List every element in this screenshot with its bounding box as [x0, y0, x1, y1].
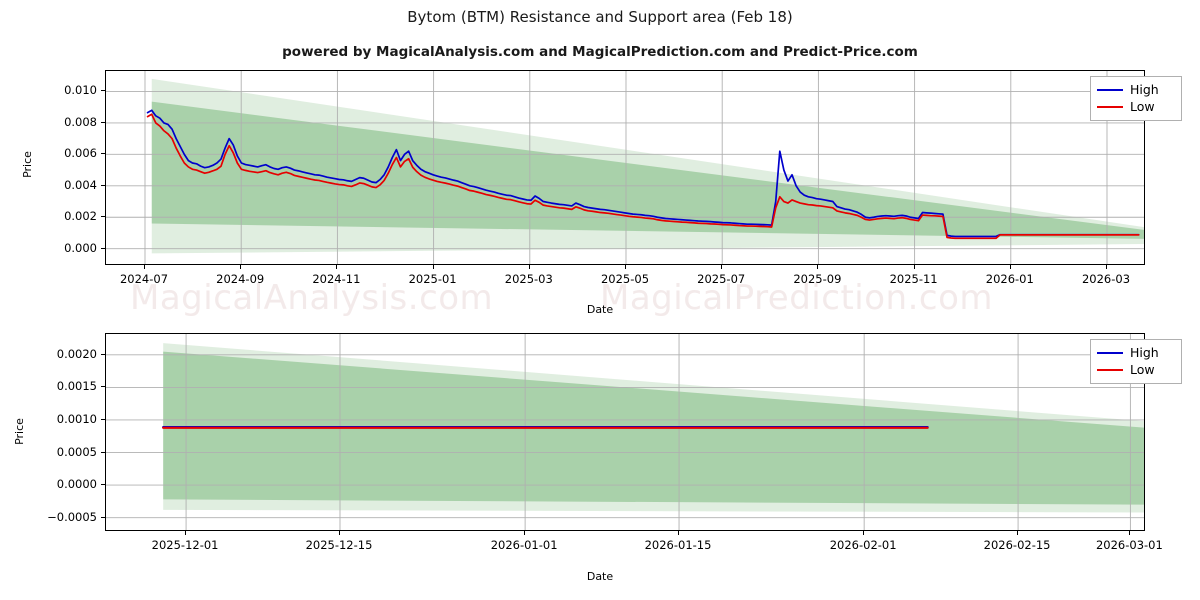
- y-axis-label-forecast: Price: [12, 418, 26, 445]
- x-tick-mark: [524, 531, 526, 535]
- x-tick-label: 2025-12-15: [305, 538, 373, 552]
- x-tick-label: 2024-07: [119, 272, 169, 286]
- legend-swatch-low: [1097, 368, 1123, 371]
- y-tick-label: 0.0010: [56, 411, 97, 426]
- y-tick-label: 0.008: [64, 114, 97, 129]
- y-tick-label: −0.0005: [47, 509, 97, 524]
- x-tick-label: 2025-12-01: [151, 538, 219, 552]
- x-tick-label: 2026-01-15: [644, 538, 712, 552]
- x-axis-label-forecast: Date: [586, 570, 614, 583]
- legend-item-high[interactable]: High: [1097, 81, 1174, 98]
- x-tick-mark: [913, 265, 915, 269]
- x-tick-label: 2025-05: [600, 272, 650, 286]
- legend-main[interactable]: High Low: [1090, 76, 1182, 121]
- y-tick-mark: [101, 386, 105, 388]
- legend-label: Low: [1130, 362, 1155, 377]
- legend-item-low[interactable]: Low: [1097, 98, 1174, 115]
- legend-swatch-high: [1097, 351, 1123, 354]
- plot-area-forecast: [105, 333, 1145, 531]
- x-tick-mark: [1009, 265, 1011, 269]
- x-tick-label: 2024-09: [216, 272, 265, 286]
- x-tick-label: 2026-03-01: [1095, 538, 1163, 552]
- x-tick-mark: [339, 531, 340, 535]
- legend-forecast[interactable]: High Low: [1090, 339, 1182, 384]
- x-tick-mark: [185, 531, 187, 535]
- y-tick-mark: [101, 121, 105, 123]
- y-tick-label: 0.0005: [56, 444, 97, 459]
- y-tick-mark: [101, 247, 105, 249]
- x-tick-mark: [1129, 531, 1131, 535]
- x-tick-label: 2025-11: [889, 272, 938, 286]
- x-tick-label: 2025-07: [697, 272, 746, 286]
- page-subtitle: powered by MagicalAnalysis.com and Magic…: [282, 44, 918, 60]
- y-tick-label: 0.002: [64, 209, 97, 224]
- series-line-high: [146, 109, 1140, 238]
- legend-label: High: [1130, 345, 1159, 360]
- x-tick-mark: [336, 265, 338, 269]
- y-tick-label: 0.000: [64, 240, 97, 255]
- y-tick-mark: [101, 90, 105, 92]
- legend-label: High: [1130, 82, 1159, 97]
- legend-swatch-high: [1097, 88, 1123, 91]
- plot-area-main: [105, 70, 1145, 265]
- legend-label: Low: [1130, 99, 1155, 114]
- x-tick-label: 2026-01: [985, 272, 1034, 286]
- x-tick-label: 2025-09: [793, 272, 842, 286]
- band-inner-resistance-support: [151, 101, 1144, 239]
- x-tick-mark: [432, 265, 434, 269]
- page-title: Bytom (BTM) Resistance and Support area …: [407, 8, 793, 26]
- y-tick-mark: [101, 153, 105, 155]
- y-tick-mark: [101, 216, 105, 218]
- chart-canvas-forecast: [106, 334, 1144, 530]
- x-tick-label: 2026-03: [1081, 272, 1131, 286]
- x-tick-mark: [144, 265, 145, 269]
- x-tick-label: 2026-02-01: [829, 538, 897, 552]
- x-axis-label-main: Date: [586, 303, 614, 316]
- x-tick-mark: [528, 265, 530, 269]
- x-tick-mark: [240, 265, 242, 269]
- y-tick-label: 0.0020: [56, 346, 97, 361]
- x-tick-label: 2025-03: [504, 272, 553, 286]
- legend-swatch-low: [1097, 105, 1123, 108]
- y-tick-mark: [101, 418, 105, 420]
- y-tick-label: 0.0015: [56, 379, 97, 394]
- x-tick-mark: [625, 265, 626, 269]
- x-tick-mark: [1017, 531, 1019, 535]
- y-tick-mark: [101, 484, 105, 486]
- y-tick-label: 0.006: [64, 146, 97, 161]
- y-tick-label: 0.010: [64, 83, 97, 98]
- series-line-low: [146, 113, 1140, 240]
- legend-item-low[interactable]: Low: [1097, 361, 1174, 378]
- y-tick-label: 0.0000: [56, 477, 97, 492]
- x-tick-mark: [817, 265, 819, 269]
- y-tick-label: 0.004: [64, 177, 97, 192]
- x-tick-label: 2025-01: [408, 272, 457, 286]
- chart-panel-main: Price Date 0.000 0.002 0.004 0.006 0.008 0.01…: [21, 70, 1182, 316]
- x-tick-mark: [863, 531, 865, 535]
- x-tick-mark: [721, 265, 723, 269]
- x-tick-label: 2026-01-01: [490, 538, 558, 552]
- y-tick-mark: [101, 451, 105, 453]
- x-tick-mark: [678, 531, 680, 535]
- y-tick-mark: [101, 184, 105, 186]
- x-tick-label: 2026-02-15: [983, 538, 1051, 552]
- y-tick-mark: [101, 353, 105, 355]
- x-tick-mark: [1106, 265, 1107, 269]
- chart-canvas-main: [106, 71, 1144, 264]
- y-tick-mark: [101, 516, 105, 518]
- x-tick-label: 2024-11: [312, 272, 361, 286]
- legend-item-high[interactable]: High: [1097, 344, 1174, 361]
